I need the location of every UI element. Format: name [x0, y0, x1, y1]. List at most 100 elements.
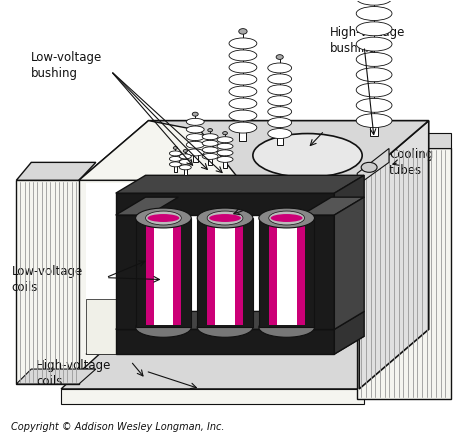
Text: Low-voltage
coils: Low-voltage coils — [12, 265, 83, 294]
Ellipse shape — [356, 68, 392, 82]
Polygon shape — [116, 311, 364, 329]
Bar — [173, 164, 177, 172]
Polygon shape — [259, 218, 314, 327]
Polygon shape — [79, 180, 359, 389]
Ellipse shape — [217, 143, 233, 149]
Ellipse shape — [356, 7, 392, 20]
Ellipse shape — [361, 162, 377, 172]
Ellipse shape — [229, 50, 257, 61]
Ellipse shape — [356, 0, 392, 5]
Text: Oil tank: Oil tank — [325, 124, 371, 137]
Ellipse shape — [179, 165, 191, 170]
Polygon shape — [116, 197, 179, 215]
Ellipse shape — [223, 131, 227, 135]
Text: High-voltage
coils: High-voltage coils — [36, 359, 112, 388]
Ellipse shape — [356, 37, 392, 51]
Bar — [277, 134, 283, 146]
Ellipse shape — [271, 214, 303, 222]
Polygon shape — [269, 220, 277, 325]
Bar — [370, 121, 378, 135]
Ellipse shape — [229, 62, 257, 73]
Ellipse shape — [169, 157, 181, 161]
Ellipse shape — [268, 118, 292, 127]
Text: High-voltage
bushing: High-voltage bushing — [329, 26, 405, 55]
Ellipse shape — [186, 134, 204, 141]
Polygon shape — [16, 162, 96, 180]
Polygon shape — [16, 180, 79, 384]
Ellipse shape — [136, 208, 191, 228]
Ellipse shape — [268, 107, 292, 117]
Ellipse shape — [217, 137, 233, 143]
Polygon shape — [359, 121, 429, 389]
Ellipse shape — [268, 63, 292, 73]
Ellipse shape — [356, 52, 392, 67]
Polygon shape — [116, 193, 334, 215]
Bar — [184, 167, 187, 175]
Polygon shape — [116, 215, 148, 329]
Ellipse shape — [147, 214, 179, 222]
Polygon shape — [302, 215, 334, 329]
Polygon shape — [334, 197, 364, 329]
Ellipse shape — [136, 318, 191, 337]
Polygon shape — [207, 220, 215, 325]
Polygon shape — [357, 149, 451, 399]
Ellipse shape — [229, 74, 257, 85]
Text: Laminated
core: Laminated core — [230, 200, 293, 229]
Polygon shape — [148, 215, 302, 329]
Ellipse shape — [208, 129, 213, 132]
Polygon shape — [136, 218, 191, 327]
Polygon shape — [235, 220, 243, 325]
Polygon shape — [302, 197, 364, 215]
Ellipse shape — [202, 134, 218, 140]
Ellipse shape — [253, 134, 362, 177]
Polygon shape — [79, 121, 240, 180]
Ellipse shape — [202, 153, 218, 159]
Bar — [193, 153, 198, 162]
Polygon shape — [86, 299, 116, 354]
Ellipse shape — [146, 211, 181, 225]
Polygon shape — [79, 121, 429, 180]
Ellipse shape — [169, 162, 181, 167]
Ellipse shape — [259, 318, 314, 337]
Polygon shape — [357, 133, 451, 149]
Polygon shape — [61, 339, 419, 389]
Ellipse shape — [179, 159, 191, 164]
Polygon shape — [334, 311, 364, 354]
Polygon shape — [86, 336, 364, 354]
Ellipse shape — [268, 129, 292, 138]
Ellipse shape — [268, 74, 292, 84]
Ellipse shape — [229, 86, 257, 97]
Polygon shape — [269, 220, 305, 325]
Ellipse shape — [239, 29, 247, 34]
Ellipse shape — [173, 146, 178, 149]
Ellipse shape — [229, 110, 257, 121]
Ellipse shape — [356, 22, 392, 36]
Ellipse shape — [229, 38, 257, 49]
Ellipse shape — [197, 208, 253, 228]
Ellipse shape — [259, 208, 314, 228]
Polygon shape — [61, 389, 364, 404]
Ellipse shape — [229, 98, 257, 109]
Bar — [208, 157, 212, 165]
Ellipse shape — [186, 118, 204, 125]
Ellipse shape — [356, 114, 392, 127]
Polygon shape — [357, 149, 389, 185]
Polygon shape — [173, 220, 181, 325]
Ellipse shape — [202, 147, 218, 153]
Ellipse shape — [268, 96, 292, 106]
Polygon shape — [146, 220, 181, 325]
Ellipse shape — [356, 83, 392, 97]
Ellipse shape — [179, 154, 191, 159]
Ellipse shape — [276, 55, 283, 60]
Ellipse shape — [269, 211, 305, 225]
Ellipse shape — [186, 149, 204, 156]
Ellipse shape — [169, 151, 181, 156]
Polygon shape — [86, 183, 230, 299]
Ellipse shape — [197, 318, 253, 337]
Text: Cooling
tubes: Cooling tubes — [389, 149, 433, 177]
Polygon shape — [16, 369, 96, 384]
Ellipse shape — [217, 157, 233, 162]
Polygon shape — [207, 220, 243, 325]
Ellipse shape — [229, 122, 257, 133]
Ellipse shape — [356, 98, 392, 112]
